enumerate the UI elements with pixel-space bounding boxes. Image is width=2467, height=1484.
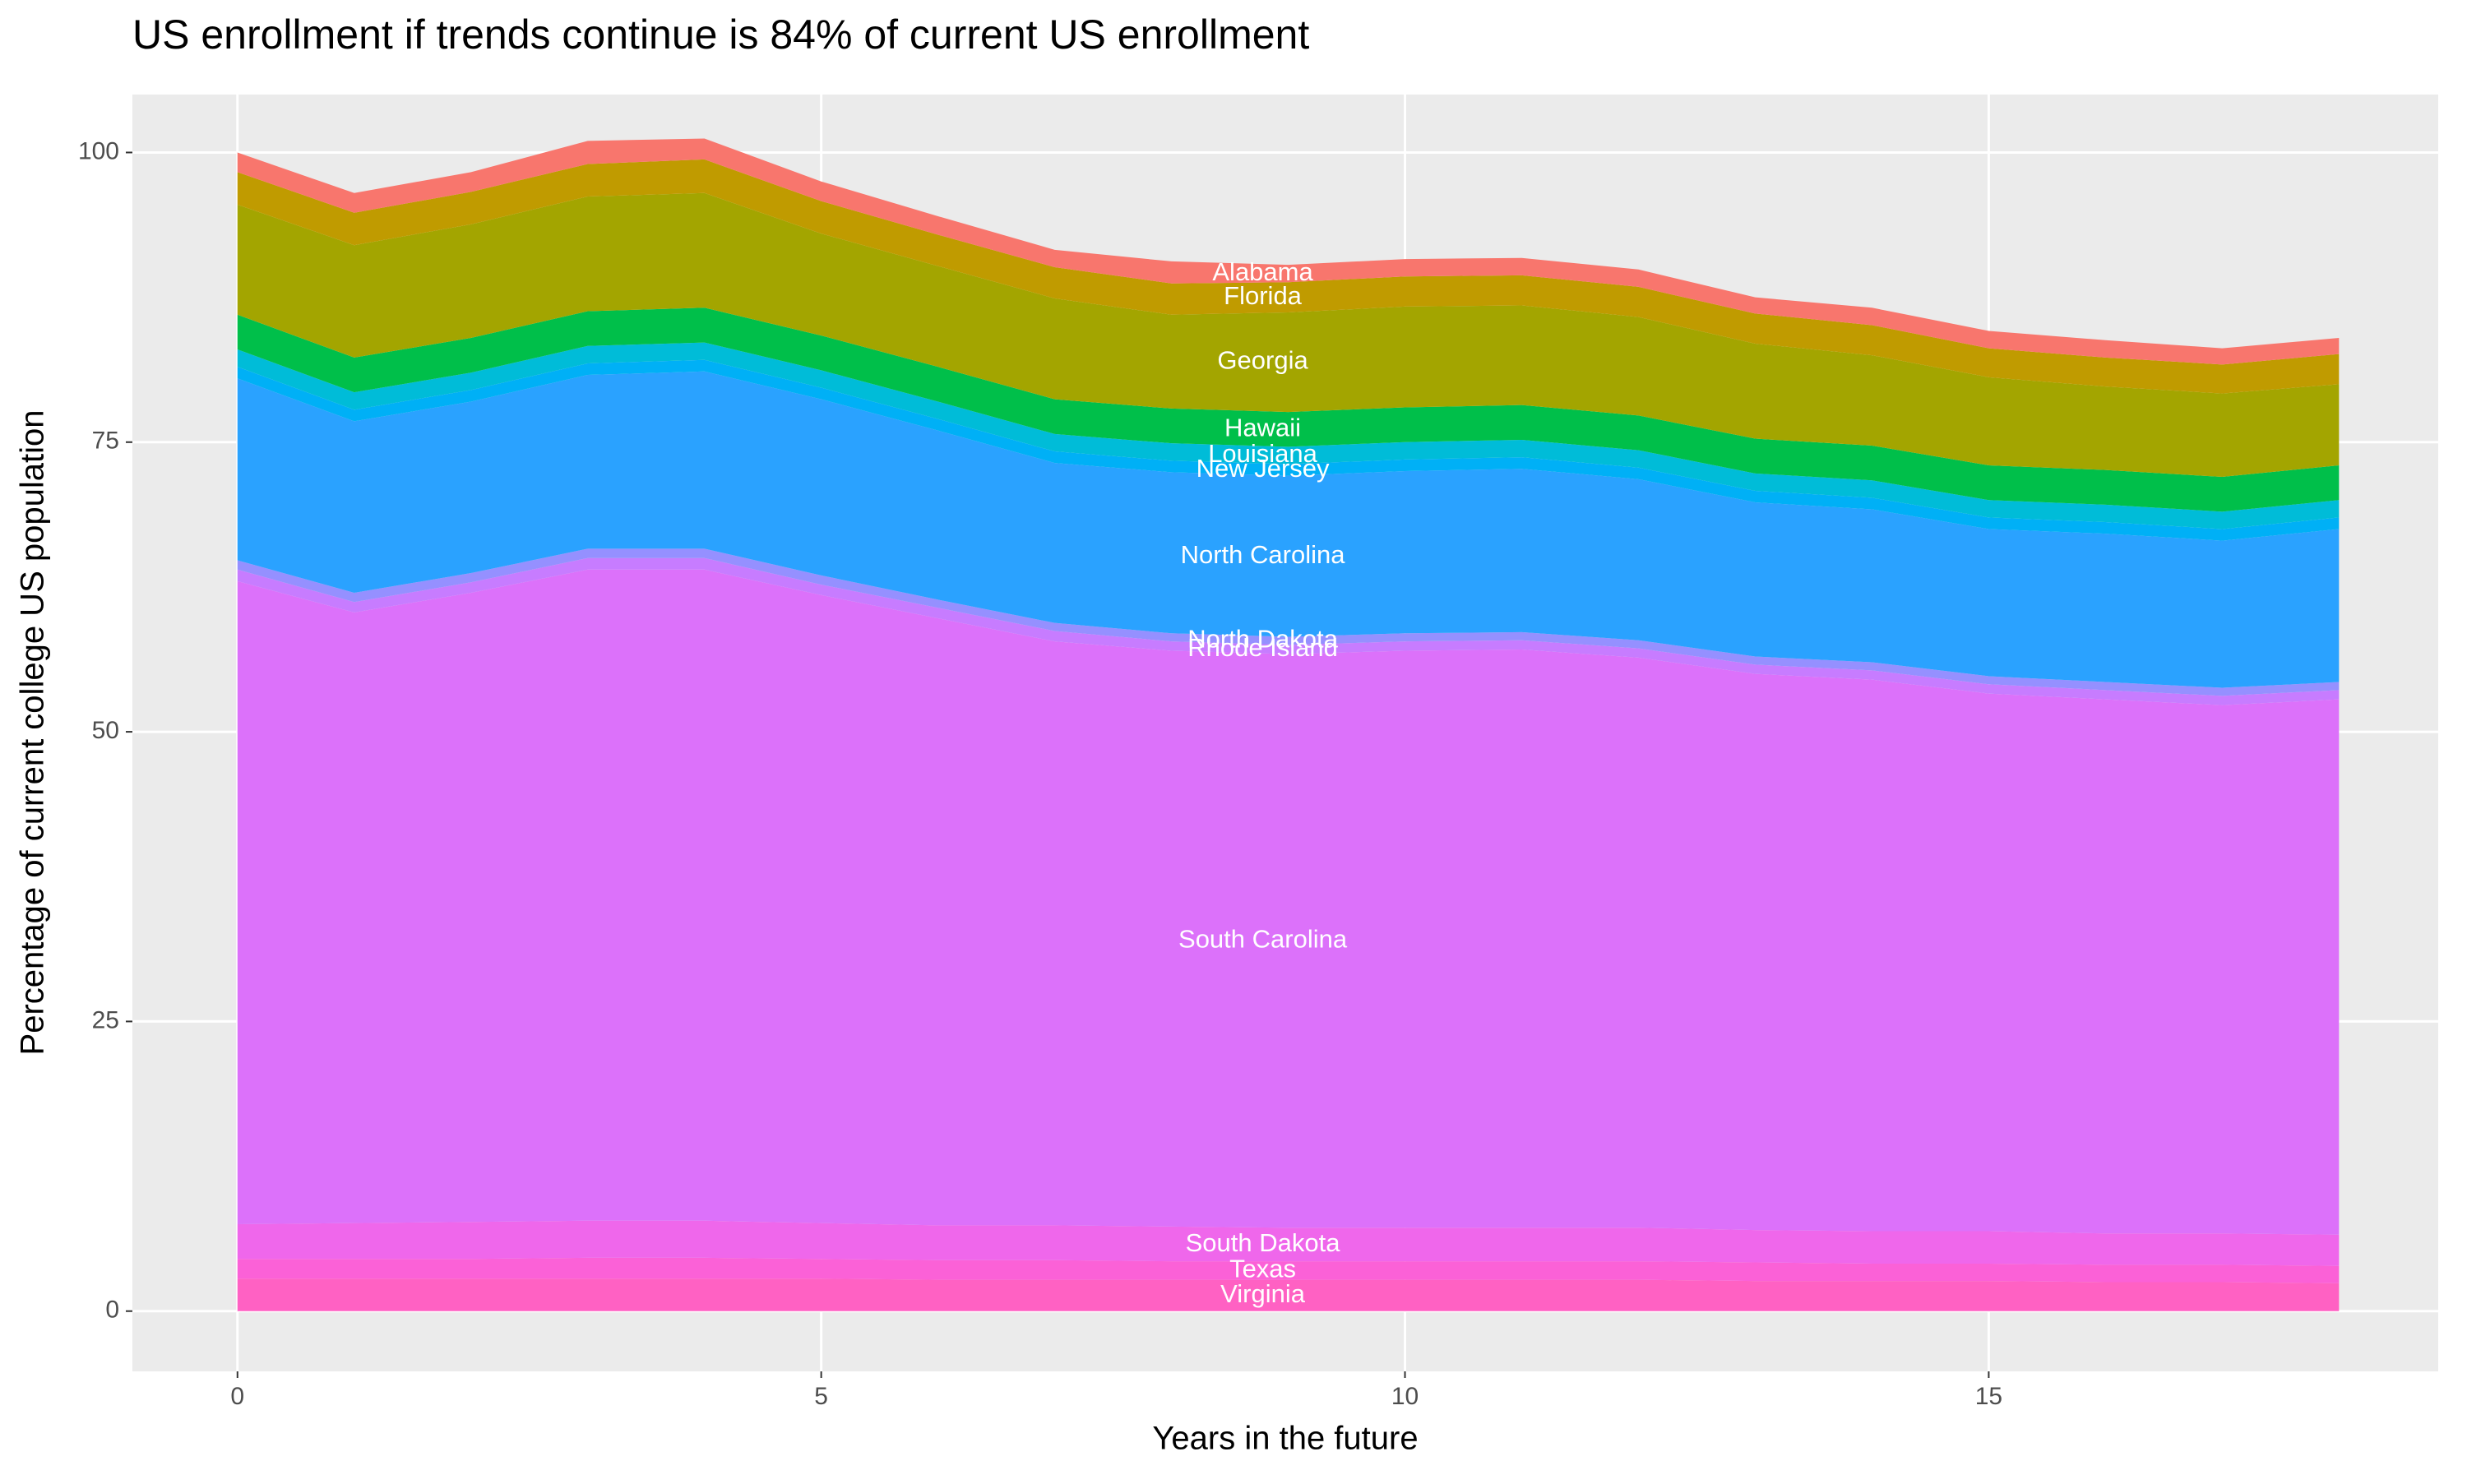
series-label: South Carolina xyxy=(1178,925,1348,954)
y-tick-label: 75 xyxy=(92,428,119,455)
series-label: Texas xyxy=(1229,1255,1296,1283)
series-label: Rhode Island xyxy=(1187,633,1338,662)
area xyxy=(237,1220,2340,1266)
series-label: Alabama xyxy=(1212,257,1313,286)
x-axis-title: Years in the future xyxy=(1152,1421,1418,1457)
y-tick-label: 25 xyxy=(92,1006,119,1033)
x-tick-label: 5 xyxy=(814,1383,828,1410)
area xyxy=(237,371,2340,688)
area xyxy=(237,159,2340,394)
area xyxy=(237,1278,2340,1311)
y-tick-label: 50 xyxy=(92,717,119,744)
series-label: Virginia xyxy=(1220,1279,1306,1308)
y-tick-label: 100 xyxy=(78,137,119,164)
series-label: South Dakota xyxy=(1186,1228,1341,1257)
area xyxy=(237,569,2340,1235)
series-label: Hawaii xyxy=(1224,413,1301,442)
series-label: Florida xyxy=(1224,281,1303,310)
x-tick-label: 10 xyxy=(1391,1383,1419,1410)
area xyxy=(237,359,2340,541)
area xyxy=(237,342,2340,529)
chart-title: US enrollment if trends continue is 84% … xyxy=(132,12,1309,58)
area xyxy=(237,138,2340,365)
y-axis-title: Percentage of current college US populat… xyxy=(15,410,51,1056)
area xyxy=(237,557,2340,705)
area xyxy=(237,192,2340,478)
series-label: Louisiana xyxy=(1208,439,1317,468)
y-tick-label: 0 xyxy=(105,1297,119,1324)
x-tick-label: 15 xyxy=(1975,1383,2002,1410)
series-label: New Jersey xyxy=(1196,454,1330,483)
series-label: North Carolina xyxy=(1181,540,1346,569)
area xyxy=(237,307,2340,512)
areas xyxy=(237,138,2340,1311)
x-tick-label: 0 xyxy=(230,1383,244,1410)
series-label: North Dakota xyxy=(1187,625,1338,654)
area xyxy=(237,1257,2340,1283)
series-label: Georgia xyxy=(1217,346,1308,375)
